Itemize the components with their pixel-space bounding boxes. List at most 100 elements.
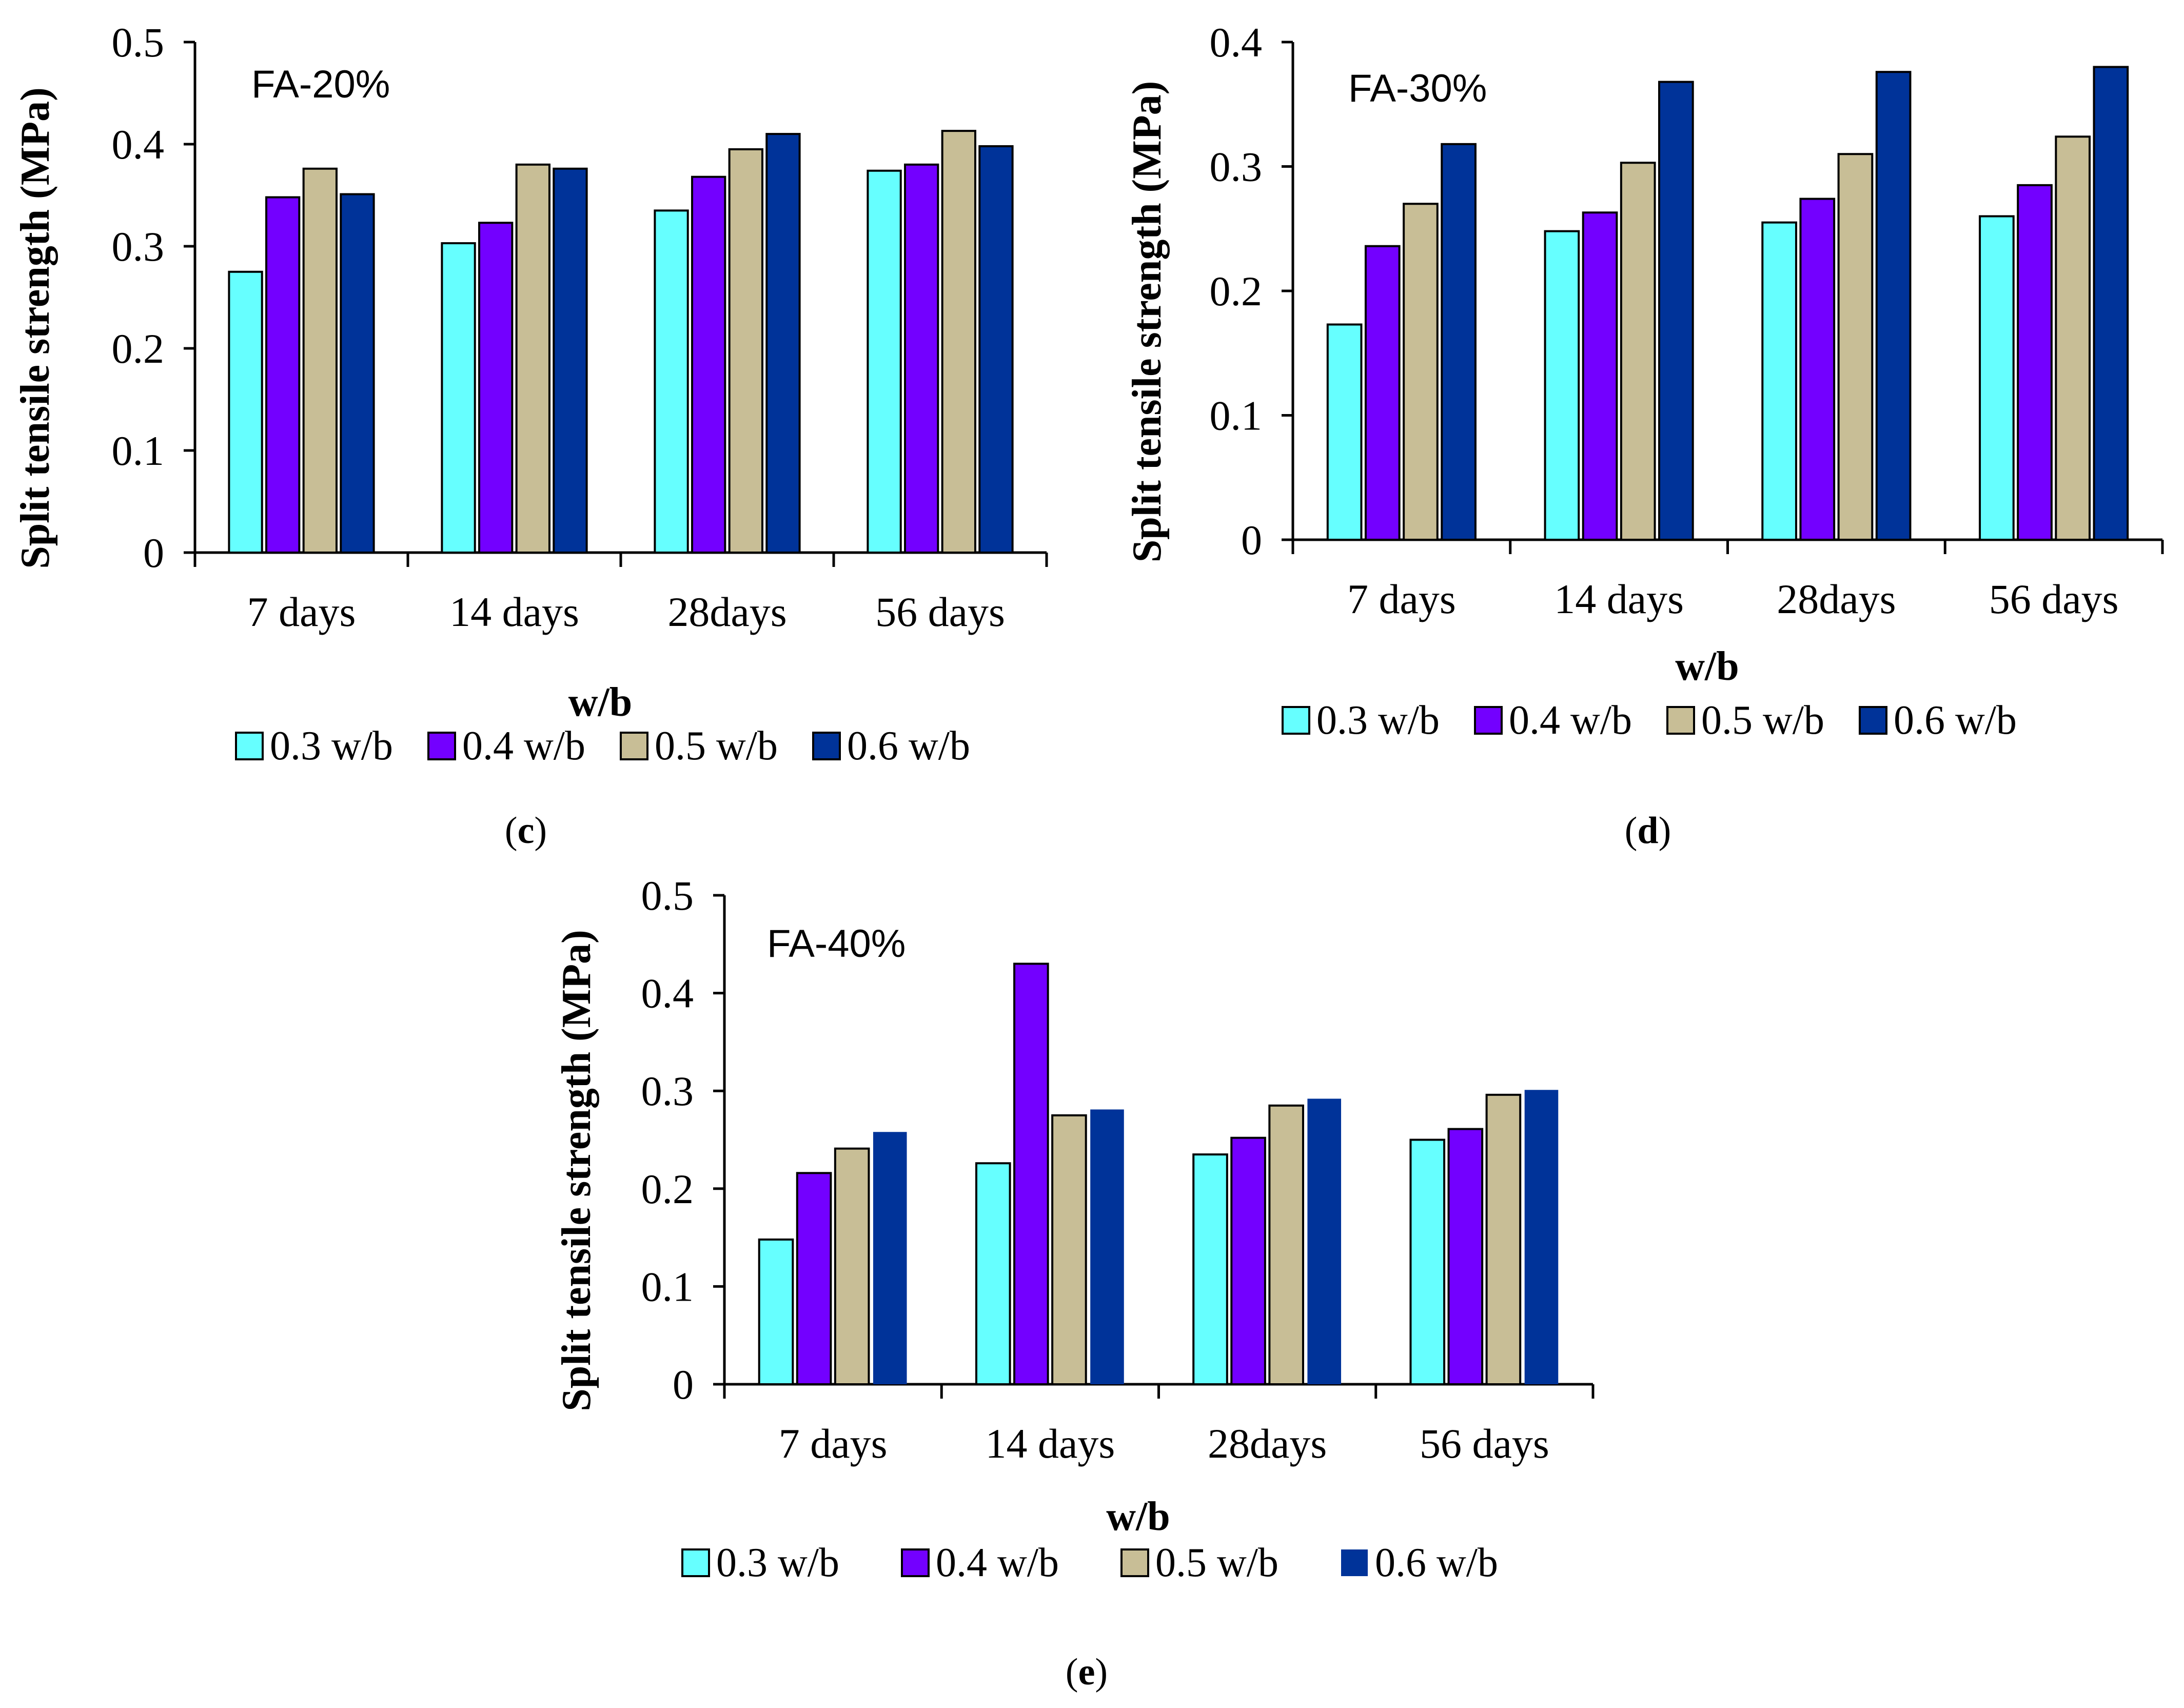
bar-0-6-w-b-28days [1307,1098,1342,1384]
legend-swatch [235,732,264,760]
bar-0-6-w-b-14-days [553,167,588,554]
bar-0-4-w-b-56-days [1447,1128,1484,1385]
legend-swatch [1666,706,1695,735]
bar-0-3-w-b-28days [654,209,689,554]
x-category-label: 14 days [1554,576,1684,622]
bar-0-4-w-b-7-days [796,1172,832,1385]
x-category-label: 28days [1208,1420,1327,1467]
x-category-label: 56 days [1420,1420,1549,1467]
bar-0-3-w-b-14-days [1544,230,1580,541]
x-category-label: 56 days [1989,576,2119,622]
y-tick-label: 0.1 [641,1263,694,1310]
bar-0-4-w-b-28days [1230,1136,1266,1385]
y-tick-label: 0.3 [641,1068,694,1114]
legend-label: 0.5 w/b [655,723,778,769]
bar-0-6-w-b-56-days [2093,66,2129,541]
x-category-label: 7 days [247,588,356,635]
chart-title: FA-30% [1348,67,1487,110]
bar-0-4-w-b-56-days [2017,184,2053,541]
legend-label: 0.6 w/b [1375,1540,1498,1585]
legend-swatch [1120,1548,1149,1577]
bar-0-6-w-b-28days [1875,71,1912,541]
bar-0-5-w-b-56-days [941,130,976,554]
legend: 0.3 w/b 0.4 w/b 0.5 w/b 0.6 w/b [235,723,970,769]
y-tick-label: 0.2 [641,1166,694,1212]
bar-0-6-w-b-7-days [1441,143,1477,541]
y-axis-title: Split tensile strength (MPa) [554,930,599,1411]
chart-panel-c: 0 0.1 0.2 0.3 0.4 0.5 7 days 14 days 28days 56 da… [13,19,1048,852]
x-category-label: 14 days [985,1420,1115,1467]
y-tick-label: 0 [1241,517,1262,563]
panel-label: (c) [505,810,547,852]
bar-0-3-w-b-14-days [441,242,476,554]
y-tick-label: 0.3 [112,223,165,270]
chart-title: FA-40% [767,922,906,966]
y-tick-label: 0.4 [1210,19,1263,66]
bar-0-3-w-b-56-days [1409,1138,1446,1385]
bar-0-3-w-b-28days [1192,1153,1228,1386]
x-category-label: 7 days [779,1420,888,1467]
legend-swatch [812,732,841,760]
legend-swatch [620,732,648,760]
legend-label: 0.6 w/b [1894,698,2017,743]
y-tick-label: 0 [143,529,164,576]
bar-0-4-w-b-14-days [478,222,514,554]
legend-swatch [681,1548,710,1577]
x-category-label: 7 days [1347,576,1456,622]
bar-0-5-w-b-7-days [302,167,338,554]
y-tick-label: 0 [673,1361,694,1408]
bar-0-5-w-b-7-days [1403,203,1439,541]
bar-0-3-w-b-56-days [867,169,902,554]
legend-label: 0.3 w/b [716,1540,839,1585]
bar-0-6-w-b-56-days [978,145,1014,554]
bar-0-6-w-b-14-days [1090,1109,1124,1384]
x-category-label: 56 days [875,588,1005,635]
legend-label: 0.5 w/b [1155,1540,1278,1585]
bar-0-4-w-b-7-days [265,196,301,554]
bar-0-5-w-b-28days [1268,1104,1304,1386]
bar-0-6-w-b-7-days [340,193,375,554]
y-tick-label: 0.2 [112,325,165,372]
legend-swatch [901,1548,930,1577]
bar-0-3-w-b-14-days [975,1162,1011,1385]
bar-0-6-w-b-7-days [873,1132,907,1384]
bar-0-6-w-b-28days [765,133,801,554]
x-category-label: 28days [667,588,786,635]
bar-0-4-w-b-56-days [904,163,939,554]
x-category-label: 28days [1777,576,1896,622]
legend-label: 0.4 w/b [462,723,585,769]
chart-panel-d: 0 0.1 0.2 0.3 0.4 7 days 14 days 28days 56 days F… [1125,19,2164,852]
panel-label: (e) [1066,1651,1108,1693]
x-axis-title: w/b [568,680,633,725]
y-tick-label: 0.5 [112,19,165,66]
legend-label: 0.3 w/b [270,723,393,769]
panel-label: (d) [1625,810,1671,852]
bar-0-3-w-b-7-days [1326,323,1363,541]
y-tick-label: 0.4 [112,121,165,168]
x-axis-title: w/b [1675,644,1739,689]
x-category-label: 14 days [449,588,579,635]
chart-panel-e: 0 0.1 0.2 0.3 0.4 0.5 7 days 14 days 28days 56 da… [554,872,1595,1693]
bar-0-5-w-b-28days [1837,153,1874,541]
bar-0-3-w-b-28days [1761,221,1797,541]
legend-swatch [1474,706,1503,735]
legend: 0.3 w/b 0.4 w/b 0.5 w/b 0.6 w/b [681,1540,1498,1585]
bar-0-5-w-b-14-days [1051,1114,1087,1386]
legend: 0.3 w/b 0.4 w/b 0.5 w/b 0.6 w/b [1282,698,2017,743]
legend-label: 0.4 w/b [1509,698,1632,743]
x-axis-title: w/b [1106,1494,1170,1539]
bar-0-3-w-b-7-days [758,1238,794,1386]
legend-label: 0.3 w/b [1316,698,1440,743]
legend-label: 0.5 w/b [1701,698,1824,743]
bar-0-4-w-b-7-days [1364,245,1401,541]
legend-swatch [1341,1549,1368,1576]
bar-0-5-w-b-56-days [1485,1093,1522,1385]
bar-0-3-w-b-56-days [1979,215,2015,541]
bar-0-4-w-b-14-days [1013,963,1049,1386]
bar-0-5-w-b-14-days [1620,162,1656,541]
bar-0-6-w-b-14-days [1658,81,1694,541]
chart-title: FA-20% [251,63,390,106]
legend-label: 0.4 w/b [936,1540,1059,1585]
bar-0-5-w-b-28days [728,148,763,554]
y-tick-label: 0.5 [641,872,694,919]
